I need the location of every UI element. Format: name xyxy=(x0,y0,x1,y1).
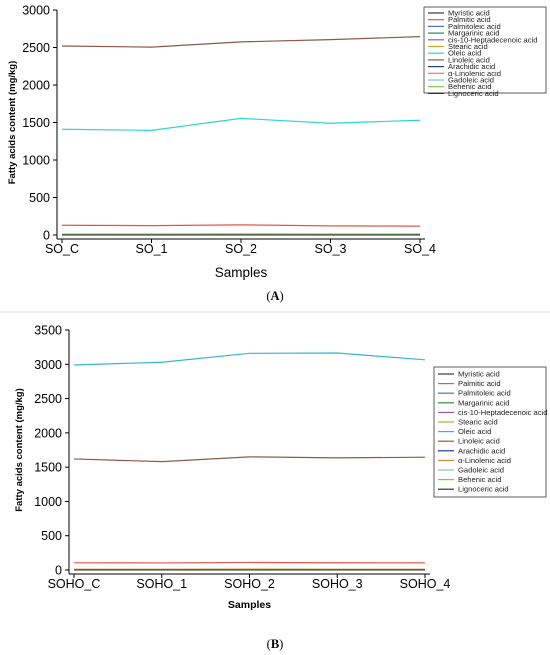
legend-entry: Behenic acid xyxy=(448,82,491,91)
series-line xyxy=(61,224,421,227)
x-tick-label: SO_C xyxy=(45,242,79,256)
y-tick-label: 2000 xyxy=(22,79,50,93)
chart-panel-a: 0 500 1000 1500 2000 2500 3000 SO_C SO_1 SO_2 SO_3… xyxy=(7,4,547,303)
legend-entry: Gadoleic acid xyxy=(448,76,494,85)
series-line xyxy=(61,36,421,48)
y-tick-label: 1500 xyxy=(22,116,50,130)
x-tick-label: SO_1 xyxy=(136,242,168,256)
legend-entry: Gadoleic acid xyxy=(458,466,504,475)
y-tick-label: 3000 xyxy=(22,4,50,18)
legend-entry: cis-10-Heptadecenoic acid xyxy=(458,408,548,417)
series-line xyxy=(73,352,426,366)
legend-entry: Palmitic acid xyxy=(448,15,491,24)
x-tick-label: SOHO_1 xyxy=(136,577,187,591)
y-tick-label: 1000 xyxy=(34,495,62,509)
legend-entry: α-Linolenic acid xyxy=(448,69,501,78)
x-tick-label: SOHO_3 xyxy=(312,577,363,591)
y-tick-label: 2000 xyxy=(34,426,62,440)
y-tick-label: 3500 xyxy=(34,324,62,338)
y-tick-label: 3000 xyxy=(34,358,62,372)
series-line xyxy=(73,456,426,463)
series-line xyxy=(61,117,421,131)
y-tick-label: 0 xyxy=(55,564,62,578)
panel-caption: (A) xyxy=(266,289,283,303)
y-tick-label: 1000 xyxy=(22,154,50,168)
x-tick-label: SOHO_2 xyxy=(224,577,275,591)
y-tick-label: 2500 xyxy=(34,392,62,406)
legend-entry: Margarinic acid xyxy=(458,398,510,407)
legend-entry: Palmitoleic acid xyxy=(458,389,511,398)
legend-entry: Palmitic acid xyxy=(458,379,501,388)
legend-entry: Palmitoleic acid xyxy=(448,22,501,31)
legend-entry: Myristic acid xyxy=(458,370,500,379)
x-axis-label: Samples xyxy=(228,599,271,611)
x-axis-label: Samples xyxy=(215,265,268,280)
panel-caption: (B) xyxy=(267,637,284,651)
legend-entry: Linoleic acid xyxy=(448,55,490,64)
legend-frame xyxy=(423,6,547,94)
x-tick-label: SOHO_C xyxy=(48,577,101,591)
legend-entry: Arachidic acid xyxy=(448,62,495,71)
legend-entry: Arachidic acid xyxy=(458,446,505,455)
legend-entry: Margarinic acid xyxy=(448,29,500,38)
y-tick-label: 500 xyxy=(41,529,62,543)
legend-entry: Behenic acid xyxy=(458,475,501,484)
legend-entry: cis-10-Heptadecenoic acid xyxy=(448,35,538,44)
legend-entry: α-Linolenic acid xyxy=(458,456,511,465)
x-tick-label: SOHO_4 xyxy=(400,577,451,591)
legend-entry: Stearic acid xyxy=(448,42,488,51)
legend-entry: Lignoceric acid xyxy=(458,485,509,494)
y-tick-label: 1500 xyxy=(34,461,62,475)
y-axis-label: Fatty acids content (mg/kg) xyxy=(14,388,25,512)
x-tick-label: SO_2 xyxy=(225,242,257,256)
y-tick-label: 2500 xyxy=(22,41,50,55)
y-tick-label: 0 xyxy=(43,229,50,243)
legend-entry: Myristic acid xyxy=(448,9,490,18)
legend-entry: Oleic acid xyxy=(448,49,481,58)
legend-entry: Stearic acid xyxy=(458,418,498,427)
chart-panel-b: 0 500 1000 1500 2000 2500 3000 3500 SOHO_C SOHO_1… xyxy=(14,324,548,652)
legend-entry: Linoleic acid xyxy=(458,437,500,446)
legend-entry: Oleic acid xyxy=(458,427,491,436)
y-tick-label: 500 xyxy=(29,191,50,205)
y-axis-label: Fatty acids content (mg/kg) xyxy=(7,61,18,185)
legend-entry: Lignoceric acid xyxy=(448,89,499,98)
x-tick-label: SO_3 xyxy=(315,242,347,256)
x-tick-label: SO_4 xyxy=(404,242,436,256)
